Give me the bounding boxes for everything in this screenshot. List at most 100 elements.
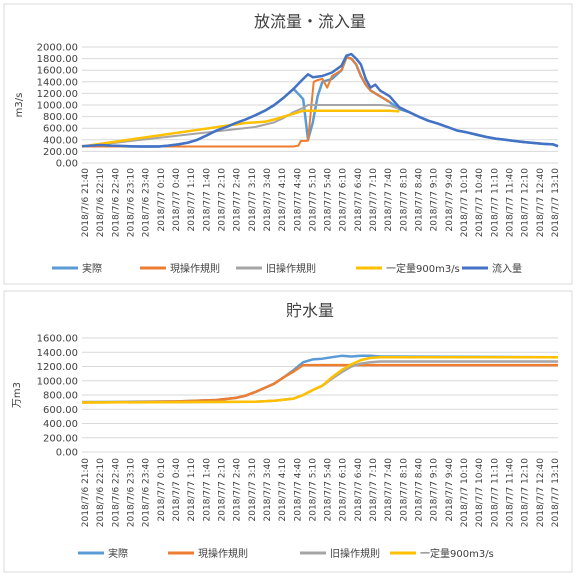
- x-tick-label: 2018/7/7 7:40: [384, 458, 394, 522]
- y-tick-label: 0.00: [56, 448, 78, 459]
- chart-frame: [3, 290, 573, 573]
- x-tick-label: 2018/7/7 9:10: [430, 168, 440, 232]
- x-tick-label: 2018/7/6 22:40: [111, 168, 121, 237]
- legend-label: 実際: [82, 262, 102, 275]
- y-tick-label: 2000.00: [37, 43, 78, 54]
- series-line-2: [82, 56, 391, 148]
- y-tick-label: 1600.00: [37, 66, 78, 77]
- x-tick-label: 2018/7/7 4:10: [278, 458, 288, 522]
- y-tick-label: 1400.00: [37, 348, 78, 359]
- x-tick-label: 2018/7/7 3:10: [248, 168, 258, 232]
- y-tick-label: 1200.00: [37, 362, 78, 373]
- legend-label: 旧操作規則: [266, 262, 316, 275]
- x-tick-label: 2018/7/7 3:40: [263, 168, 273, 232]
- y-tick-label: 600.00: [43, 405, 78, 416]
- x-tick-label: 2018/7/7 3:10: [248, 458, 258, 522]
- y-tick-label: 1000.00: [37, 101, 78, 112]
- x-tick-label: 2018/7/6 22:40: [111, 458, 121, 527]
- x-tick-label: 2018/7/7 12:10: [521, 168, 531, 237]
- x-tick-label: 2018/7/7 2:40: [233, 168, 243, 232]
- x-tick-label: 2018/7/7 5:40: [324, 458, 334, 522]
- y-tick-label: 1000.00: [37, 376, 78, 387]
- y-tick-label: 1600.00: [37, 334, 78, 345]
- x-tick-label: 2018/7/7 1:10: [187, 168, 197, 232]
- x-tick-label: 2018/7/6 22:10: [96, 168, 106, 237]
- y-tick-label: 1400.00: [37, 77, 78, 88]
- x-tick-label: 2018/7/7 1:40: [202, 168, 212, 232]
- x-tick-label: 2018/7/7 5:40: [324, 168, 334, 232]
- y-tick-label: 800.00: [43, 391, 78, 402]
- x-tick-label: 2018/7/7 13:10: [551, 458, 561, 527]
- y-tick-label: 400.00: [43, 419, 78, 430]
- x-tick-label: 2018/7/7 2:40: [233, 458, 243, 522]
- series-line-5: [81, 52, 559, 148]
- x-tick-label: 2018/7/7 10:40: [475, 168, 485, 237]
- x-tick-label: 2018/7/7 1:10: [187, 458, 197, 522]
- x-tick-label: 2018/7/7 6:40: [354, 458, 364, 522]
- y-axis-label: m3/s: [14, 93, 25, 118]
- x-tick-label: 2018/7/7 0:10: [157, 458, 167, 522]
- legend-label: 現操作規則: [198, 547, 248, 560]
- y-tick-label: 400.00: [43, 135, 78, 146]
- legend-label: 一定量900m3/s: [386, 262, 460, 275]
- y-tick-label: 1800.00: [37, 54, 78, 65]
- x-tick-label: 2018/7/7 9:40: [445, 458, 455, 522]
- x-tick-label: 2018/7/7 8:10: [399, 458, 409, 522]
- x-tick-label: 2018/7/7 3:40: [263, 458, 273, 522]
- x-tick-label: 2018/7/7 5:10: [308, 458, 318, 522]
- y-axis-label: 万m3: [12, 382, 23, 408]
- x-tick-label: 2018/7/7 1:40: [202, 458, 212, 522]
- series-line-4: [81, 355, 558, 404]
- x-tick-label: 2018/7/7 7:40: [384, 168, 394, 232]
- chart-1: 放流量・流入量m3/s0.00200.00400.00600.00800.001…: [3, 3, 573, 285]
- chart-title: 貯水量: [286, 301, 334, 320]
- x-tick-label: 2018/7/7 7:10: [369, 168, 379, 232]
- series-line-4: [81, 109, 400, 148]
- x-tick-label: 2018/7/7 8:40: [415, 458, 425, 522]
- x-tick-label: 2018/7/7 2:10: [217, 458, 227, 522]
- x-tick-label: 2018/7/7 11:40: [506, 168, 516, 237]
- legend-label: 実際: [108, 547, 128, 560]
- legend-label: 現操作規則: [170, 262, 220, 275]
- x-tick-label: 2018/7/7 7:10: [369, 458, 379, 522]
- x-tick-label: 2018/7/7 6:40: [354, 168, 364, 232]
- legend-label: 流入量: [492, 262, 522, 275]
- chart-frame: [3, 3, 573, 285]
- x-tick-label: 2018/7/7 6:10: [339, 458, 349, 522]
- legend-label: 一定量900m3/s: [420, 547, 494, 560]
- x-tick-label: 2018/7/7 11:10: [490, 458, 500, 527]
- x-tick-label: 2018/7/7 4:40: [293, 458, 303, 522]
- x-tick-label: 2018/7/7 10:10: [460, 168, 470, 237]
- y-tick-label: 0.00: [56, 159, 78, 170]
- x-tick-label: 2018/7/7 5:10: [308, 168, 318, 232]
- x-tick-label: 2018/7/7 10:10: [460, 458, 470, 527]
- y-tick-label: 1200.00: [37, 89, 78, 100]
- legend-label: 旧操作規則: [330, 547, 380, 560]
- x-tick-label: 2018/7/7 11:10: [490, 168, 500, 237]
- y-tick-label: 800.00: [43, 112, 78, 123]
- x-tick-label: 2018/7/6 22:10: [96, 458, 106, 527]
- x-tick-label: 2018/7/6 23:10: [126, 168, 136, 237]
- x-tick-label: 2018/7/7 4:10: [278, 168, 288, 232]
- x-tick-label: 2018/7/7 6:10: [339, 168, 349, 232]
- y-tick-label: 600.00: [43, 124, 78, 135]
- series-line-3: [81, 104, 400, 148]
- x-tick-label: 2018/7/6 21:40: [81, 168, 91, 237]
- x-tick-label: 2018/7/6 21:40: [81, 458, 91, 527]
- x-tick-label: 2018/7/7 12:40: [536, 458, 546, 527]
- x-tick-label: 2018/7/7 9:40: [445, 168, 455, 232]
- x-tick-label: 2018/7/7 9:10: [430, 458, 440, 522]
- x-tick-label: 2018/7/7 8:10: [399, 168, 409, 232]
- x-tick-label: 2018/7/6 23:10: [126, 458, 136, 527]
- x-tick-label: 2018/7/7 12:10: [521, 458, 531, 527]
- y-tick-label: 200.00: [43, 433, 78, 444]
- x-tick-label: 2018/7/6 23:40: [142, 168, 152, 237]
- chart-title: 放流量・流入量: [254, 12, 366, 31]
- y-tick-label: 200.00: [43, 147, 78, 158]
- x-tick-label: 2018/7/7 8:40: [415, 168, 425, 232]
- x-tick-label: 2018/7/6 23:40: [142, 458, 152, 527]
- x-tick-label: 2018/7/7 12:40: [536, 168, 546, 237]
